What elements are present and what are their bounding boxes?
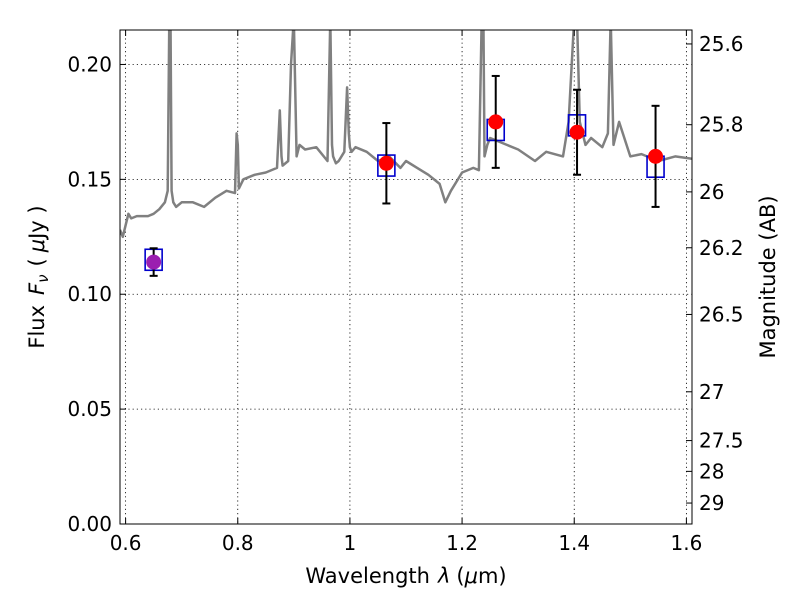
- x-tick-label: 1.4: [558, 531, 590, 555]
- y-tick-label: 0.20: [67, 52, 112, 76]
- y-tick-label: 0.05: [67, 397, 112, 421]
- magnitude-tick-label: 25.6: [699, 32, 744, 56]
- observed-flux-point: [569, 124, 585, 140]
- observed-points: [146, 74, 664, 277]
- model-spectrum-line: [120, 30, 692, 239]
- magnitude-tick-label: 26.5: [699, 302, 744, 326]
- grid-lines: [120, 30, 692, 525]
- plot-frame: [119, 29, 693, 525]
- magnitude-tick-label: 27: [699, 380, 724, 404]
- y-tick-label: 0.15: [67, 167, 112, 191]
- magnitude-tick-label: 27.5: [699, 429, 744, 453]
- magnitude-tick-label: 26: [699, 180, 724, 204]
- magnitude-tick-label: 25.8: [699, 113, 744, 137]
- magnitude-tick-label: 26.2: [699, 236, 744, 260]
- x-tick-label: 1.6: [670, 531, 702, 555]
- x-tick-label: 1.2: [446, 531, 478, 555]
- y-axis-title: FluxFν(μJy ): [25, 205, 52, 348]
- magnitude-axis-title: Magnitude (AB): [756, 195, 780, 358]
- magnitude-axis: 25.6 25.8 26 26.2 26.5 27 27.5 28 29: [686, 32, 744, 515]
- observed-flux-point: [146, 254, 162, 270]
- x-axis-title: Wavelength λ (μm): [305, 564, 506, 588]
- y-axis: 0.00 0.05 0.10 0.15 0.20: [67, 52, 126, 536]
- plot-area: [120, 30, 692, 277]
- x-tick-label: 0.8: [222, 531, 254, 555]
- magnitude-tick-label: 29: [699, 491, 724, 515]
- x-tick-label: 1: [344, 531, 357, 555]
- x-axis: 0.6 0.8 1 1.2 1.4 1.6: [110, 30, 702, 555]
- magnitude-tick-label: 28: [699, 459, 724, 483]
- y-tick-label: 0.00: [67, 512, 112, 536]
- x-tick-label: 0.6: [110, 531, 142, 555]
- observed-flux-point: [378, 155, 394, 171]
- observed-flux-point: [648, 148, 664, 164]
- y-tick-label: 0.10: [67, 282, 112, 306]
- observed-flux-point: [488, 114, 504, 130]
